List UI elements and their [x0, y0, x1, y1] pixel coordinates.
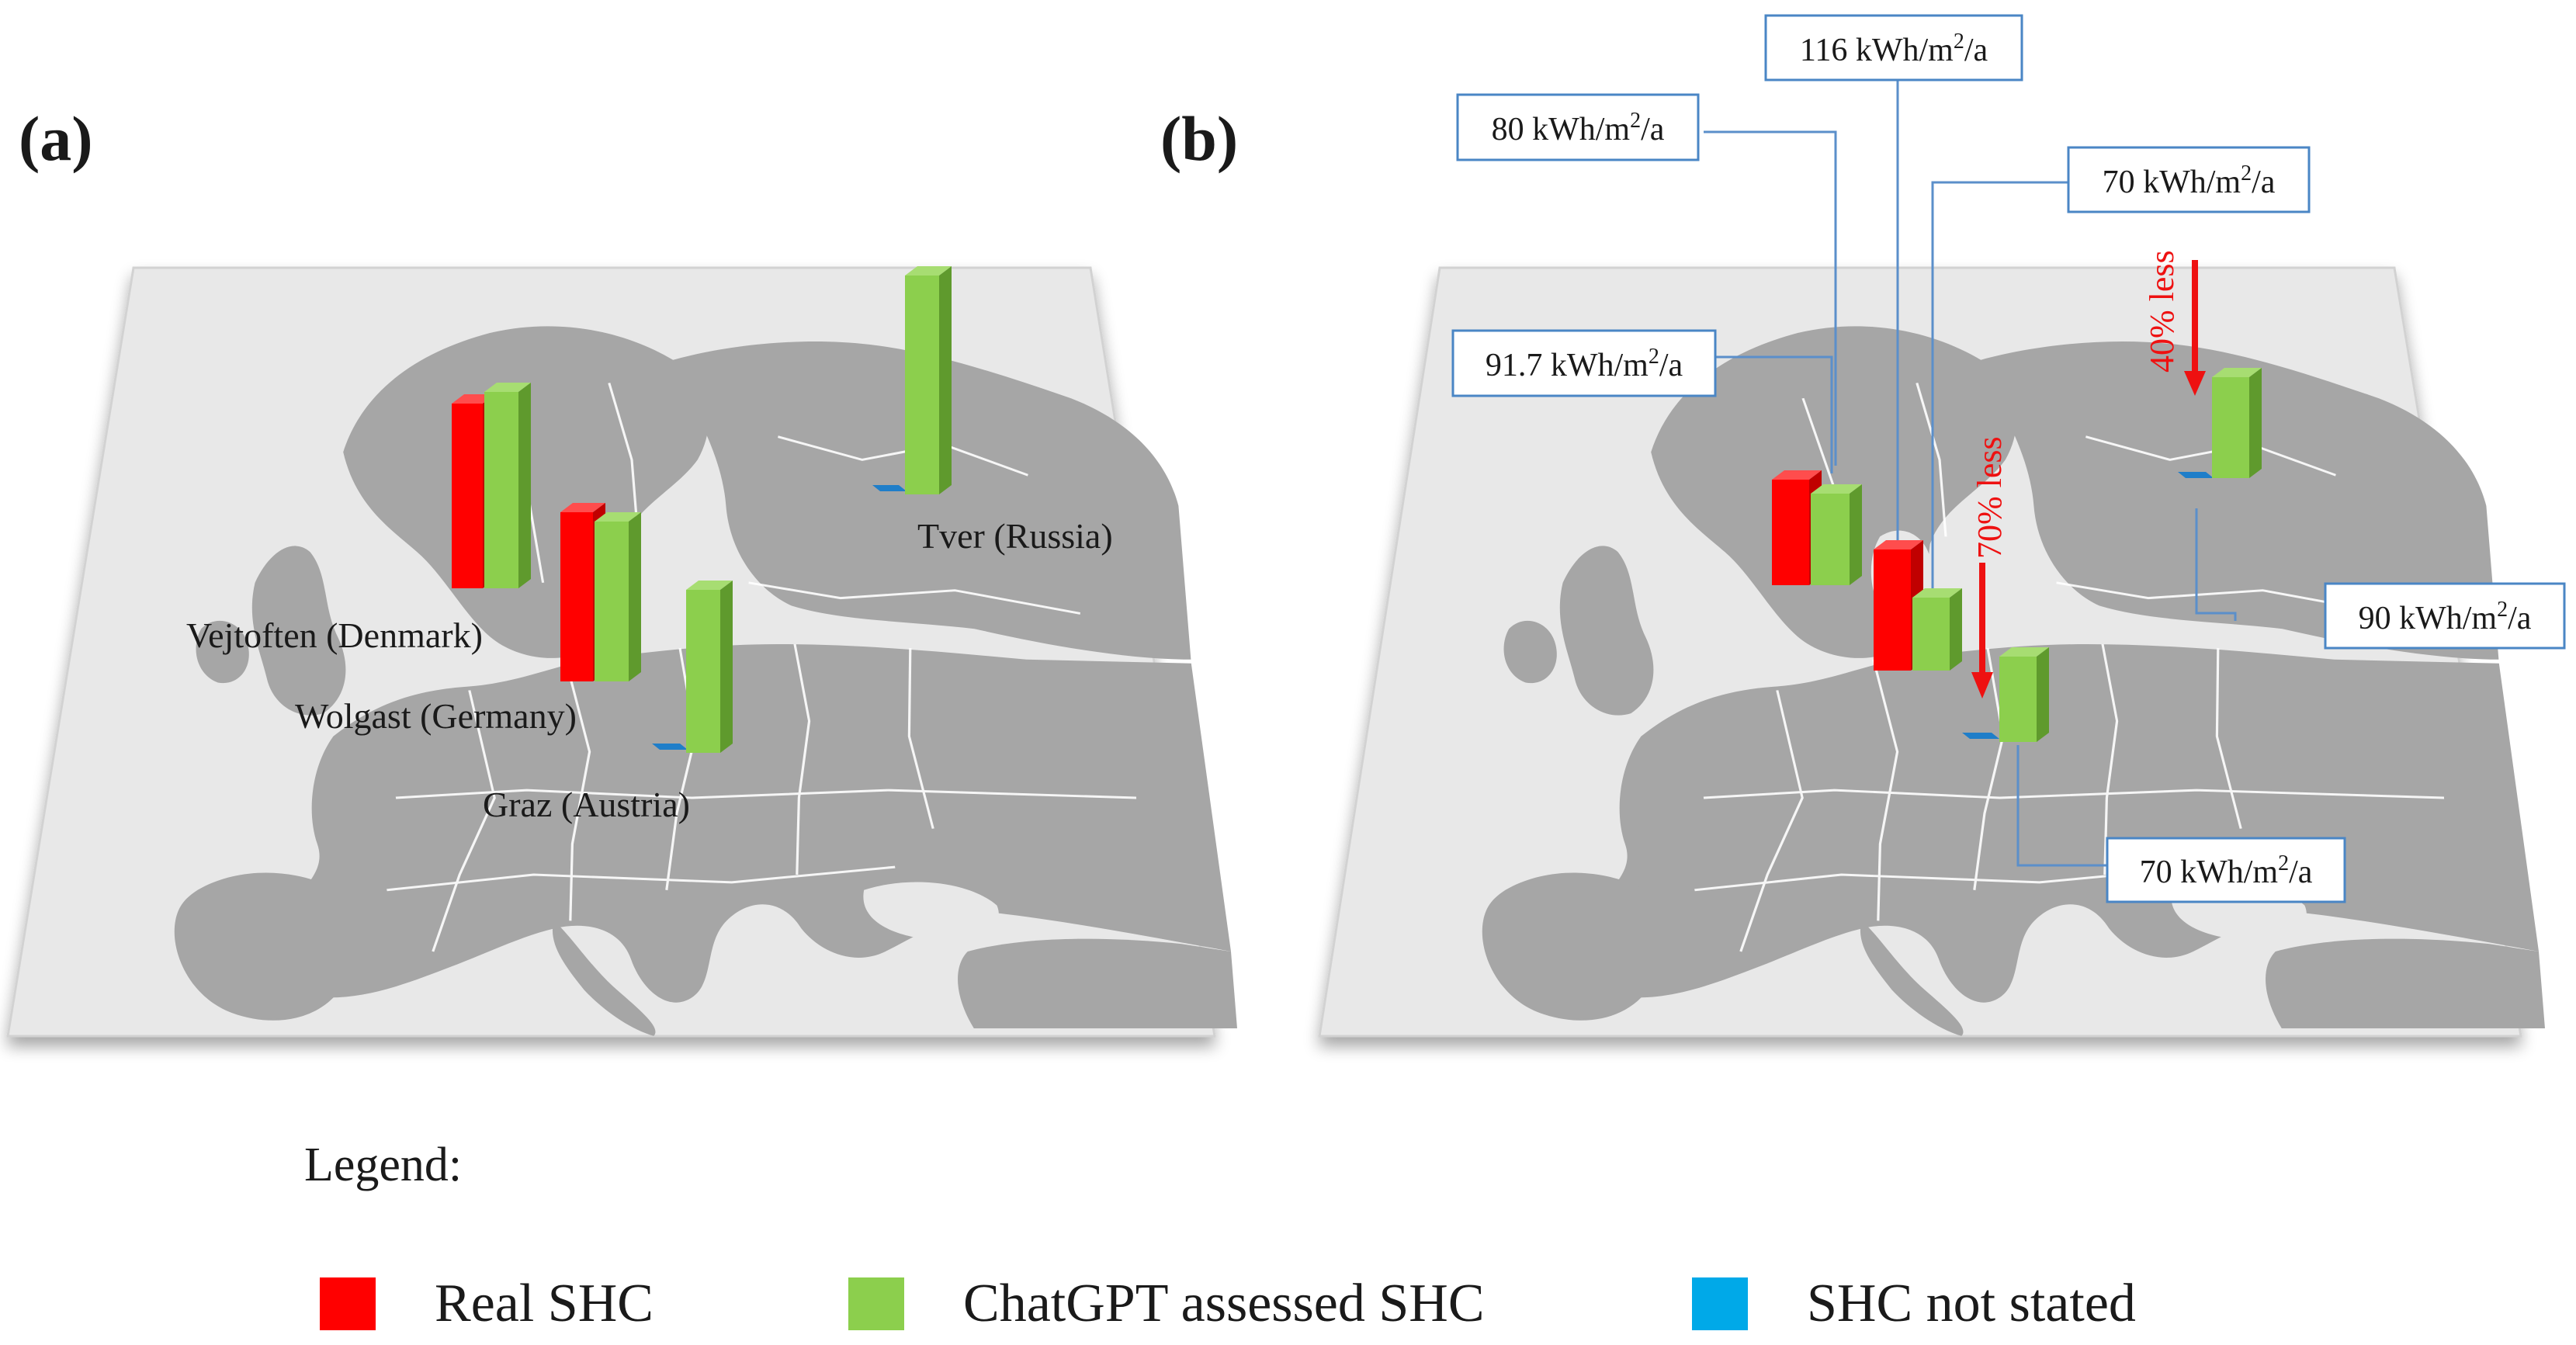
- bar-graz-chatgpt: [686, 581, 733, 753]
- bar-b2-chatgpt: [1912, 588, 1962, 671]
- annotation-70-less: 70% less: [1971, 436, 2009, 559]
- callout-91-7: 91.7 kWh/m2/a: [1451, 329, 1717, 397]
- callout-70-bottom: 70 kWh/m2/a: [2106, 837, 2346, 903]
- bar-tver-not-stated: [872, 485, 907, 491]
- place-label-graz: Graz (Austria): [483, 785, 690, 824]
- callout-90: 90 kWh/m2/a: [2324, 582, 2566, 650]
- svg-text:80 kWh/m2/a: 80 kWh/m2/a: [1492, 109, 1665, 147]
- bar-tver-chatgpt: [905, 266, 952, 494]
- bar-b4-chatgpt: [2212, 368, 2262, 478]
- callout-80: 80 kWh/m2/a: [1456, 93, 1700, 161]
- annotation-40-less: 40% less: [2143, 250, 2181, 373]
- arrow-70-less: [1971, 563, 1993, 698]
- callout-70-top: 70 kWh/m2/a: [2067, 146, 2311, 213]
- arrow-40-less: [2184, 260, 2206, 396]
- panel-a-label: (a): [19, 103, 93, 174]
- bar-b4-not-stated: [2178, 472, 2214, 478]
- svg-text:70 kWh/m2/a: 70 kWh/m2/a: [2140, 851, 2313, 890]
- callout-116: 116 kWh/m2/a: [1764, 14, 2023, 81]
- bar-b3-not-stated: [1962, 733, 1999, 739]
- place-label-vejtoften: Vejtoften (Denmark): [186, 615, 483, 655]
- svg-text:91.7 kWh/m2/a: 91.7 kWh/m2/a: [1486, 345, 1683, 383]
- svg-text:116 kWh/m2/a: 116 kWh/m2/a: [1800, 29, 1988, 68]
- svg-text:90 kWh/m2/a: 90 kWh/m2/a: [2359, 598, 2532, 636]
- panel-b-label: (b): [1160, 103, 1239, 174]
- bar-b3-chatgpt: [1999, 647, 2049, 742]
- bar-wolgast-chatgpt: [595, 512, 641, 681]
- place-label-tver: Tver (Russia): [917, 516, 1113, 556]
- place-label-wolgast: Wolgast (Germany): [295, 696, 577, 736]
- panel-b: 40% less 70% less: [1318, 78, 2547, 1038]
- bar-vejtoften-chatgpt: [484, 383, 531, 588]
- svg-text:70 kWh/m2/a: 70 kWh/m2/a: [2103, 161, 2276, 200]
- panel-a: Vejtoften (Denmark) Wolgast (Germany) Gr…: [6, 266, 1239, 1038]
- bar-b1-chatgpt: [1811, 484, 1862, 585]
- bar-graz-not-stated: [652, 744, 688, 750]
- callout-leader-lines: [1704, 78, 2237, 867]
